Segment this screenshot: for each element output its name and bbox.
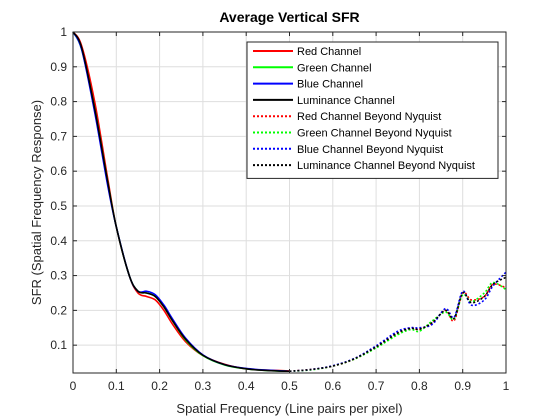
x-tick-label: 0.9 — [454, 379, 471, 393]
x-tick-label: 0.4 — [238, 379, 255, 393]
y-tick-label: 0.6 — [50, 164, 67, 178]
y-tick-label: 0.2 — [50, 303, 67, 317]
y-tick-label: 0.3 — [50, 269, 67, 283]
legend-label: Red Channel — [297, 46, 361, 58]
series-line-luminance-channel-beyond-nyquist — [289, 276, 507, 373]
y-tick-label: 0.1 — [50, 338, 67, 352]
y-tick-label: 0.7 — [50, 129, 67, 143]
y-axis-label: SFR (Spatial Frequency Response) — [29, 100, 44, 305]
watermark: 知乎 @吃小羊 — [466, 388, 548, 404]
chart-title: Average Vertical SFR — [219, 9, 359, 25]
legend-label: Blue Channel Beyond Nyquist — [297, 144, 443, 156]
x-tick-label: 0.1 — [108, 379, 125, 393]
axis-ticks: 0 0.1 0.2 0.3 0.4 0.5 0.6 0.7 0.8 0.9 1 0.1 0.2 0.3 0.… — [50, 25, 509, 393]
x-tick-label: 0.2 — [151, 379, 168, 393]
series-line-luminance-channel — [72, 31, 290, 373]
legend-label: Green Channel — [297, 62, 372, 74]
legend-label: Red Channel Beyond Nyquist — [297, 111, 441, 123]
y-tick-label: 0.9 — [50, 60, 67, 74]
series-layer — [72, 31, 507, 373]
x-axis-label: Spatial Frequency (Line pairs per pixel) — [176, 401, 402, 416]
y-tick-label: 1 — [60, 25, 67, 39]
legend: Red Channel Green Channel Blue Channel Lumi… — [246, 41, 499, 179]
x-tick-label: 1 — [503, 379, 510, 393]
y-tick-label: 0.4 — [50, 234, 67, 248]
legend-label: Blue Channel — [297, 79, 363, 91]
legend-box — [246, 41, 499, 179]
x-tick-label: 0.5 — [281, 379, 298, 393]
x-tick-label: 0.8 — [411, 379, 428, 393]
x-tick-label: 0.6 — [324, 379, 341, 393]
legend-label: Luminance Channel Beyond Nyquist — [297, 160, 475, 172]
y-tick-label: 0.8 — [50, 95, 67, 109]
legend-label: Green Channel Beyond Nyquist — [297, 128, 452, 140]
x-tick-label: 0.3 — [195, 379, 212, 393]
legend-label: Luminance Channel — [297, 95, 395, 107]
x-tick-label: 0.7 — [368, 379, 385, 393]
x-tick-label: 0 — [70, 379, 77, 393]
series-line-green-channel-beyond-nyquist — [289, 281, 507, 373]
y-tick-label: 0.5 — [50, 199, 67, 213]
